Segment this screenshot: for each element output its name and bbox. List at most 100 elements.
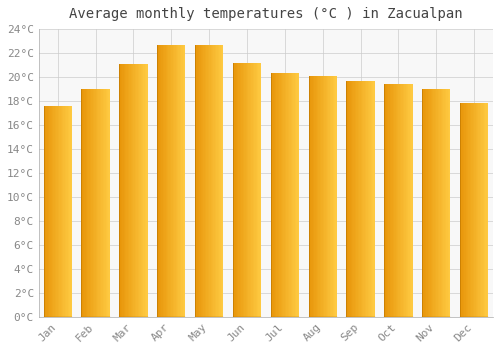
Bar (348, 80, 349, 317)
Bar (122, 64, 124, 317)
Bar (214, 45, 215, 317)
Bar (425, 89, 426, 317)
Bar (88, 89, 90, 317)
Bar (320, 76, 322, 317)
Bar (327, 76, 328, 317)
Bar (282, 74, 284, 317)
Bar (46, 106, 48, 317)
Bar (390, 84, 392, 317)
Bar (468, 103, 470, 317)
Bar (177, 45, 178, 317)
Bar (69, 106, 70, 317)
Bar (145, 64, 146, 317)
Bar (181, 45, 182, 317)
Bar (474, 103, 476, 317)
Bar (60, 106, 62, 317)
Bar (372, 80, 374, 317)
Bar (324, 76, 326, 317)
Bar (54, 106, 55, 317)
Bar (260, 63, 261, 317)
Bar (394, 84, 396, 317)
Bar (216, 45, 218, 317)
Bar (470, 103, 472, 317)
Bar (242, 63, 244, 317)
Bar (289, 74, 290, 317)
Bar (334, 76, 336, 317)
Bar (366, 80, 368, 317)
Bar (374, 80, 375, 317)
Bar (350, 80, 352, 317)
Bar (398, 84, 400, 317)
Bar (346, 80, 348, 317)
Bar (448, 89, 449, 317)
Bar (196, 45, 198, 317)
Bar (466, 103, 467, 317)
Bar (90, 89, 92, 317)
Bar (436, 89, 438, 317)
Bar (56, 106, 58, 317)
Bar (279, 74, 280, 317)
Bar (272, 74, 274, 317)
Bar (218, 45, 219, 317)
Bar (98, 89, 100, 317)
Bar (202, 45, 203, 317)
Bar (234, 63, 235, 317)
Bar (94, 89, 96, 317)
Bar (429, 89, 430, 317)
Bar (215, 45, 216, 317)
Bar (126, 64, 128, 317)
Bar (66, 106, 68, 317)
Bar (170, 45, 172, 317)
Bar (369, 80, 370, 317)
Bar (317, 76, 318, 317)
Bar (467, 103, 468, 317)
Bar (172, 45, 174, 317)
Bar (411, 84, 412, 317)
Bar (233, 63, 234, 317)
Bar (222, 45, 224, 317)
Bar (316, 76, 317, 317)
Bar (240, 63, 242, 317)
Bar (464, 103, 466, 317)
Bar (256, 63, 257, 317)
Bar (360, 80, 362, 317)
Bar (157, 45, 158, 317)
Bar (125, 64, 126, 317)
Bar (246, 63, 247, 317)
Bar (162, 45, 163, 317)
Bar (237, 63, 238, 317)
Bar (352, 80, 354, 317)
Bar (477, 103, 478, 317)
Bar (50, 106, 52, 317)
Bar (198, 45, 199, 317)
Bar (70, 106, 72, 317)
Bar (184, 45, 186, 317)
Bar (144, 64, 145, 317)
Bar (449, 89, 450, 317)
Bar (84, 89, 86, 317)
Bar (139, 64, 140, 317)
Bar (164, 45, 166, 317)
Bar (136, 64, 138, 317)
Bar (252, 63, 254, 317)
Bar (284, 74, 285, 317)
Bar (178, 45, 180, 317)
Bar (132, 64, 134, 317)
Bar (83, 89, 84, 317)
Bar (438, 89, 439, 317)
Bar (472, 103, 474, 317)
Bar (430, 89, 432, 317)
Bar (244, 63, 246, 317)
Bar (182, 45, 184, 317)
Bar (68, 106, 69, 317)
Bar (426, 89, 428, 317)
Bar (199, 45, 200, 317)
Bar (359, 80, 360, 317)
Bar (220, 45, 222, 317)
Bar (106, 89, 107, 317)
Bar (406, 84, 407, 317)
Bar (384, 84, 386, 317)
Bar (129, 64, 130, 317)
Bar (64, 106, 65, 317)
Bar (358, 80, 359, 317)
